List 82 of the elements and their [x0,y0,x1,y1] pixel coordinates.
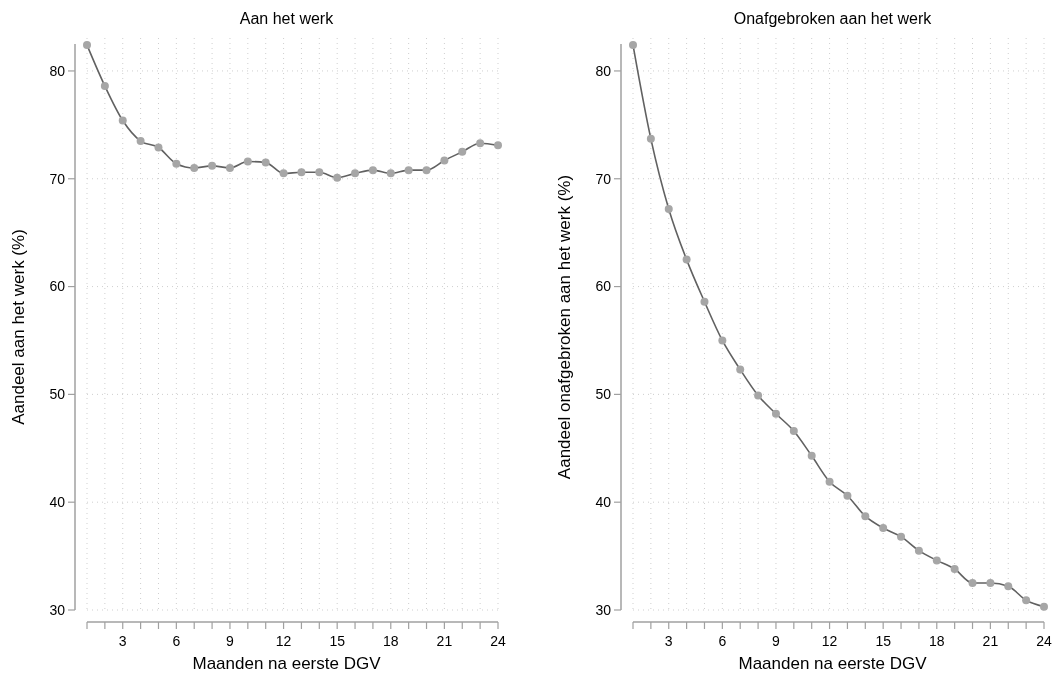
point [351,169,360,178]
y-axis-title: Aandeel aan het werk (%) [9,229,28,425]
point [897,532,906,541]
point [136,137,145,146]
point [154,143,163,152]
point [789,427,798,436]
point [664,204,673,213]
x-tick-label: 6 [718,633,727,649]
x-tick-label: 15 [329,633,346,649]
y-tick-label: 80 [49,62,66,79]
x-tick-label: 15 [875,633,892,649]
point [261,158,270,167]
chart-title: Onafgebroken aan het werk [733,10,933,27]
point [243,157,252,166]
point [297,168,306,177]
y-tick-label: 50 [595,386,612,403]
point [279,169,288,178]
y-axis-title: Aandeel onafgebroken aan het werk (%) [555,174,574,480]
point [83,41,91,50]
x-tick-label: 24 [1036,633,1052,649]
x-tick-label: 6 [172,633,181,649]
y-tick-label: 80 [595,62,612,79]
y-tick-label: 70 [595,170,612,187]
point [843,491,852,500]
x-tick-label: 21 [982,633,999,649]
point [100,82,109,91]
y-tick-label: 70 [49,170,66,187]
point [476,139,485,148]
x-tick-label: 24 [490,633,506,649]
point [682,255,691,264]
point [172,159,181,168]
x-axis-title: Maanden na eerste DGV [192,654,382,673]
x-tick-label: 18 [928,633,945,649]
point [861,512,870,521]
x-tick-label: 12 [275,633,292,649]
point [807,451,816,460]
x-tick-label: 9 [772,633,781,649]
x-axis-title: Maanden na eerste DGV [738,654,928,673]
point [718,336,727,345]
point [333,173,342,182]
point [458,147,467,156]
point [1004,582,1013,591]
point [771,409,780,418]
point [225,163,234,172]
point [754,391,763,400]
point [646,134,655,143]
y-tick-label: 30 [595,601,612,618]
y-tick-label: 60 [595,278,612,295]
point [1022,596,1031,605]
point [494,141,502,150]
point [736,365,745,374]
x-tick-label: 12 [821,633,838,649]
point [932,556,941,565]
point [440,156,449,165]
x-tick-label: 3 [118,633,127,649]
point [950,565,959,574]
y-tick-label: 60 [49,278,66,295]
x-tick-label: 3 [664,633,673,649]
point [386,169,395,178]
point [404,166,413,175]
x-tick-label: 21 [436,633,453,649]
point [190,163,199,172]
x-tick-label: 18 [382,633,399,649]
y-tick-label: 30 [49,601,66,618]
point [422,166,431,175]
point [118,116,127,125]
point [879,524,888,533]
x-tick-label: 9 [226,633,235,649]
point [968,579,977,588]
point [315,168,324,177]
y-tick-label: 40 [49,494,66,511]
point [700,297,709,306]
point [1040,602,1048,611]
point [629,41,637,50]
y-tick-label: 40 [595,494,612,511]
point [825,477,834,486]
y-tick-label: 50 [49,386,66,403]
point [368,166,377,175]
point [208,161,217,170]
point [986,579,995,588]
point [914,546,923,555]
chart-title: Aan het werk [239,10,335,27]
